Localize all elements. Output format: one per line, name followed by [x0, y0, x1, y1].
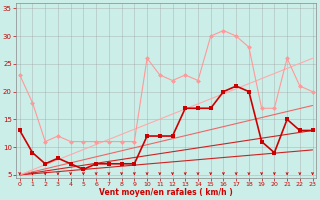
X-axis label: Vent moyen/en rafales ( km/h ): Vent moyen/en rafales ( km/h ): [99, 188, 233, 197]
